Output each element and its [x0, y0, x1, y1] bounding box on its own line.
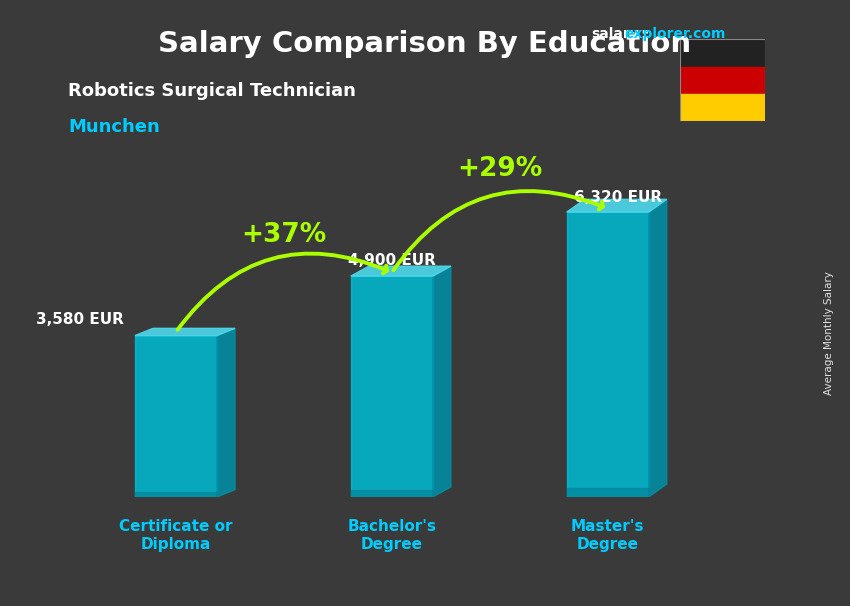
Bar [135, 492, 217, 497]
Bar [680, 39, 765, 67]
Text: Salary Comparison By Education: Salary Comparison By Education [158, 30, 692, 58]
Text: explorer.com: explorer.com [625, 27, 726, 41]
Text: salary: salary [591, 27, 638, 41]
Polygon shape [649, 199, 666, 497]
Text: Average Monthly Salary: Average Monthly Salary [824, 271, 834, 395]
Polygon shape [135, 328, 235, 336]
Text: 6,320 EUR: 6,320 EUR [575, 190, 662, 205]
Polygon shape [351, 266, 450, 276]
Text: 3,580 EUR: 3,580 EUR [37, 311, 124, 327]
Text: +29%: +29% [457, 156, 542, 182]
Bar [680, 67, 765, 94]
Text: Munchen: Munchen [68, 118, 160, 136]
Text: Robotics Surgical Technician: Robotics Surgical Technician [68, 82, 356, 100]
Bar [351, 490, 433, 497]
Bar [567, 488, 649, 497]
Bar [680, 94, 765, 121]
Text: Master's
Degree: Master's Degree [571, 519, 644, 552]
Bar [135, 336, 217, 497]
Bar [567, 212, 649, 497]
Text: Bachelor's
Degree: Bachelor's Degree [348, 519, 436, 552]
Polygon shape [567, 199, 666, 212]
Polygon shape [217, 328, 235, 497]
Text: Certificate or
Diploma: Certificate or Diploma [119, 519, 233, 552]
Text: 4,900 EUR: 4,900 EUR [348, 253, 436, 268]
Text: +37%: +37% [241, 222, 326, 248]
Bar [351, 276, 433, 497]
Polygon shape [433, 266, 451, 497]
